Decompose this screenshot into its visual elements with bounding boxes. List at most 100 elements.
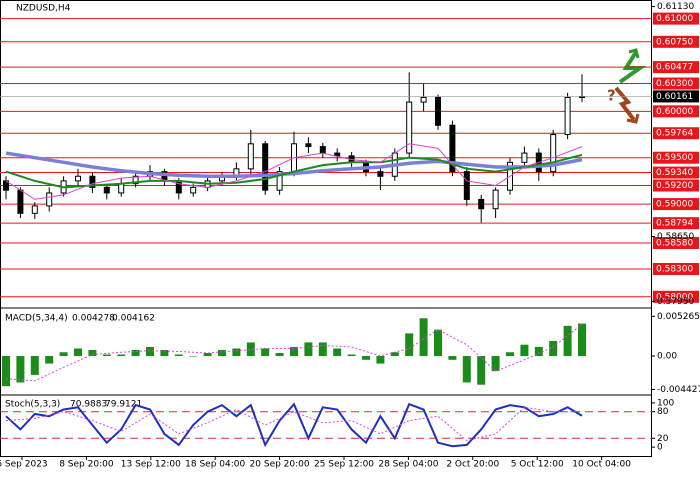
level-label: 0.58794 — [656, 219, 693, 229]
macd-bar — [376, 356, 385, 364]
y-tick-label: 0.005265 — [657, 312, 700, 322]
down-arrow-head — [626, 113, 640, 124]
indicator-value: 70.9883 — [70, 400, 107, 410]
candle-body — [406, 101, 413, 154]
x-tick-label: 18 Sep 04:00 — [185, 460, 245, 470]
candle-body — [75, 175, 81, 182]
candle-body — [190, 186, 197, 194]
candle-body — [276, 171, 283, 191]
macd-bar — [318, 342, 327, 357]
macd-bar — [549, 340, 558, 357]
level-label: 0.60000 — [656, 107, 693, 117]
macd-bar — [419, 318, 428, 357]
macd-bar — [534, 346, 543, 357]
x-tick-label: 25 Sep 12:00 — [314, 460, 374, 470]
macd-bar — [477, 356, 486, 385]
macd-bar — [462, 356, 471, 383]
level-label-box — [653, 77, 699, 90]
candle-body — [449, 124, 456, 173]
indicator-title: MACD(5,34,4) — [5, 314, 68, 324]
macd-bar — [578, 323, 586, 357]
macd-signal — [5, 323, 583, 382]
level-label: 0.59764 — [656, 129, 693, 139]
macd-bar — [45, 356, 54, 364]
level-label-box — [653, 198, 699, 211]
candle-body — [3, 180, 9, 191]
macd-bar — [2, 356, 10, 387]
level-label-box — [653, 237, 699, 250]
macd-bar — [102, 354, 111, 357]
candle-body — [17, 189, 24, 214]
macd-bar — [448, 356, 457, 360]
candle-body — [564, 96, 571, 136]
x-tick-label: 28 Sep 04:00 — [378, 460, 438, 470]
level-label-box — [653, 217, 699, 230]
level-label-box — [653, 12, 699, 25]
level-label-box — [653, 166, 699, 179]
candle-body — [132, 175, 139, 185]
y-tick-label: 80 — [657, 407, 669, 417]
level-label-box — [653, 105, 699, 118]
macd-bar — [189, 356, 198, 357]
candle-body — [247, 143, 254, 170]
indicator-title: Stoch(5,3,3) — [5, 400, 60, 410]
candle-body — [521, 152, 528, 163]
x-tick-label: 10 Oct 04:00 — [572, 460, 631, 470]
macd-bar — [347, 354, 356, 357]
indicator-value: 0.004278 — [72, 314, 115, 324]
up-arrow-head — [628, 48, 640, 59]
y-tick-label: 0.57950 — [657, 297, 694, 307]
macd-bar — [174, 354, 183, 357]
x-tick-label: 5 Oct 12:00 — [511, 460, 564, 470]
y-tick-label: 0 — [657, 443, 663, 453]
candle-body — [118, 183, 125, 194]
y-tick-label: -0.004427 — [657, 385, 700, 395]
indicator-value: 79.9121 — [105, 400, 142, 410]
level-label-box — [653, 179, 699, 192]
macd-bar — [434, 329, 442, 357]
x-tick-label: 20 Sep 20:00 — [250, 460, 310, 470]
moving-average — [5, 151, 583, 179]
x-tick-label: 8 Sep 20:00 — [59, 460, 114, 470]
candle-body — [550, 134, 557, 173]
macd-bar — [146, 346, 154, 357]
y-tick-label: 0.58650 — [657, 232, 694, 242]
macd-bar — [88, 349, 97, 357]
candle-body — [89, 175, 96, 188]
macd-bar — [203, 353, 212, 357]
moving-average — [5, 143, 583, 200]
macd-bar — [246, 342, 255, 357]
up-arrow — [618, 50, 647, 84]
indicator-value: 0.004162 — [112, 314, 155, 324]
macd-bar — [390, 352, 399, 357]
level-label: 0.59200 — [656, 181, 693, 191]
macd-bar — [275, 353, 284, 357]
candle-body — [103, 186, 110, 194]
macd-bar — [491, 356, 500, 372]
candle-body — [478, 198, 485, 210]
annotation: ? — [607, 87, 616, 105]
level-label-box — [653, 61, 699, 74]
level-label: 0.58300 — [656, 264, 693, 274]
y-tick-label: 0.61130 — [657, 2, 694, 12]
candle-body — [175, 180, 182, 194]
macd-bar — [362, 356, 370, 360]
level-label-box — [653, 35, 699, 48]
chart-title: NZDUSD,H4 — [16, 4, 71, 14]
current-price-label: 0.60161 — [656, 92, 693, 102]
macd-bar — [304, 342, 313, 357]
x-tick-label: 13 Sep 12:00 — [121, 460, 181, 470]
y-tick-label: 0.00 — [657, 352, 677, 362]
y-tick-label: 100 — [657, 398, 674, 408]
level-label: 0.58580 — [656, 239, 693, 249]
level-label-box — [653, 151, 699, 164]
level-label-box — [653, 262, 699, 275]
macd-bar — [131, 349, 140, 357]
macd-bar — [563, 325, 572, 357]
candle-body — [46, 192, 53, 207]
level-label: 0.59000 — [656, 200, 693, 210]
level-label: 0.60750 — [656, 37, 693, 47]
level-label: 0.60477 — [656, 63, 693, 73]
macd-bar — [290, 346, 298, 357]
current-price-box — [653, 90, 699, 103]
